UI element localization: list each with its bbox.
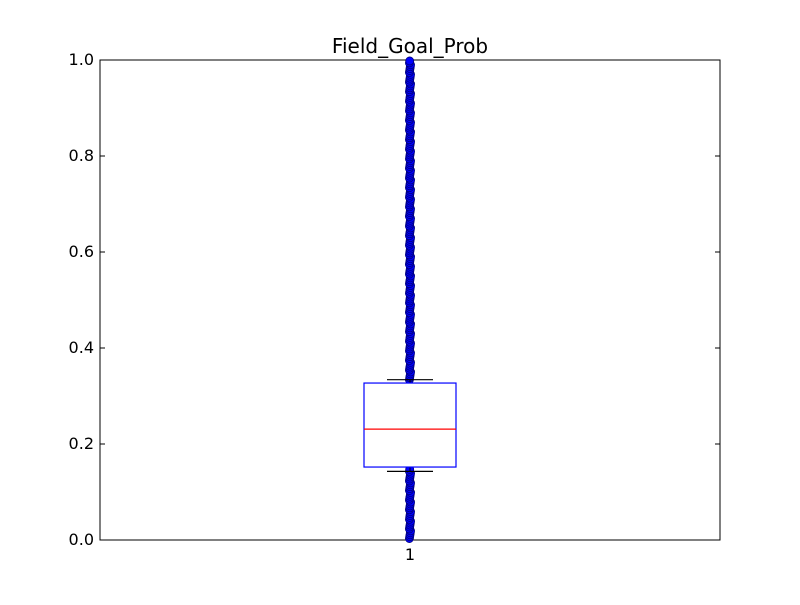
x-tick-label: 1 — [405, 545, 415, 564]
y-tick-label: 0.0 — [69, 530, 94, 549]
y-tick-label: 0.4 — [69, 338, 94, 357]
interquartile-box — [363, 382, 457, 468]
y-axis: 0.0 0.2 0.4 0.6 0.8 1.0 — [69, 50, 720, 549]
y-tick-label: 1.0 — [69, 50, 94, 69]
y-tick-label: 0.2 — [69, 434, 94, 453]
y-tick-label: 0.6 — [69, 242, 94, 261]
outlier-point — [405, 56, 415, 66]
outlier-points — [404, 56, 416, 543]
boxplot-group — [363, 379, 457, 472]
chart-title: Field_Goal_Prob — [332, 34, 488, 58]
y-tick-label: 0.8 — [69, 146, 94, 165]
